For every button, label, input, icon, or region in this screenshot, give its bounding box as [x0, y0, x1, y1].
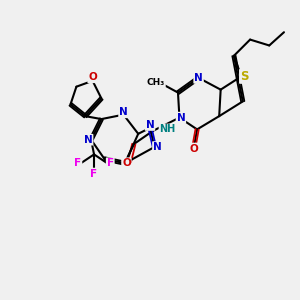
Text: N: N [84, 135, 92, 145]
Text: O: O [190, 143, 199, 154]
Text: F: F [91, 169, 98, 178]
Text: F: F [107, 158, 114, 168]
Text: O: O [122, 158, 131, 168]
Text: NH: NH [159, 124, 176, 134]
Text: S: S [240, 70, 248, 83]
Text: CH₃: CH₃ [147, 78, 165, 87]
Text: N: N [153, 142, 162, 152]
Text: F: F [74, 158, 81, 168]
Text: O: O [88, 72, 97, 82]
Text: N: N [146, 120, 154, 130]
Text: N: N [176, 112, 185, 123]
Text: N: N [119, 107, 128, 117]
Text: N: N [194, 73, 203, 83]
